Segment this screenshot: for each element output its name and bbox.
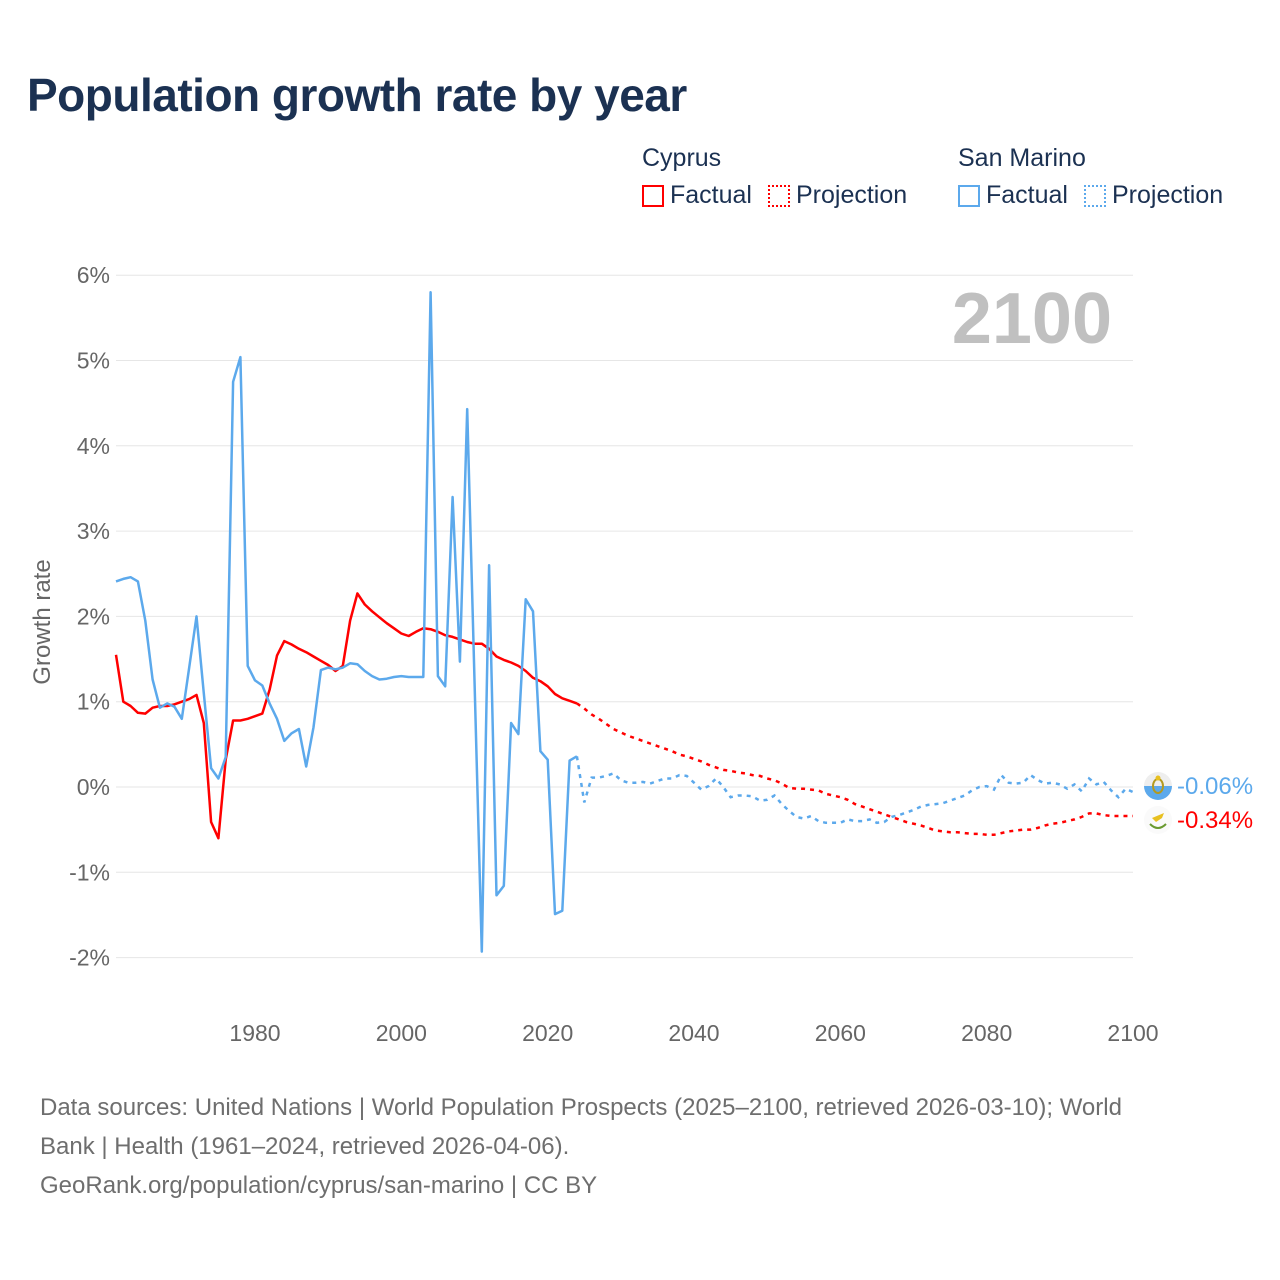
- x-tick-label: 2020: [522, 1020, 573, 1046]
- x-tick-label: 2040: [668, 1020, 719, 1046]
- y-tick-label: 5%: [77, 348, 110, 374]
- y-tick-label: -2%: [69, 945, 110, 971]
- y-tick-label: 6%: [77, 262, 110, 288]
- y-tick-label: 2%: [77, 603, 110, 629]
- legend-label: Projection: [795, 181, 908, 209]
- y-tick-label: 0%: [77, 774, 110, 800]
- solid-swatch-icon: [958, 184, 980, 207]
- y-tick-label: 1%: [77, 689, 110, 715]
- cyprus-factual-line: [114, 592, 578, 840]
- source-line: Data sources: United Nations | World Pop…: [40, 1094, 1122, 1121]
- x-tick-label: 2100: [1107, 1020, 1158, 1046]
- y-tick-label: 3%: [77, 518, 110, 544]
- y-tick-label: 4%: [77, 433, 110, 459]
- x-tick-label: 2000: [376, 1020, 427, 1046]
- legend-san-marino: San Marino Factual Projection: [958, 144, 1223, 210]
- legend-group-name: Cyprus: [642, 144, 722, 172]
- legend-cyprus-factual[interactable]: Factual: [642, 181, 752, 210]
- san-marino-end-value: -0.06%: [1177, 773, 1253, 800]
- x-tick-label: 1980: [229, 1020, 280, 1046]
- y-tick-label: -1%: [69, 859, 110, 885]
- san-marino-projection-line: [575, 756, 1134, 825]
- dotted-swatch-icon: [767, 184, 790, 207]
- cyprus-end-value: -0.34%: [1177, 807, 1253, 834]
- legend-label: Projection: [1111, 181, 1224, 209]
- cyprus-flag-icon: [1144, 806, 1172, 834]
- san-marino-factual-line: [115, 291, 578, 953]
- legend-label: Factual: [986, 181, 1068, 209]
- legend-cyprus: Cyprus Factual Projection: [642, 144, 907, 210]
- legend-san-marino-projection[interactable]: Projection: [1083, 181, 1224, 210]
- legend-label: Factual: [670, 181, 752, 209]
- source-link[interactable]: GeoRank.org/population/cyprus/san-marino…: [40, 1172, 598, 1199]
- chart-title: Population growth rate by year: [27, 69, 687, 121]
- x-tick-label: 2060: [815, 1020, 866, 1046]
- san-marino-flag-icon: [1144, 772, 1172, 800]
- dotted-swatch-icon: [1083, 184, 1106, 207]
- legend-cyprus-projection[interactable]: Projection: [767, 181, 908, 210]
- solid-swatch-icon: [642, 184, 664, 207]
- legend-group-name: San Marino: [958, 144, 1086, 172]
- x-tick-label: 2080: [961, 1020, 1012, 1046]
- year-watermark: 2100: [952, 279, 1112, 359]
- source-line: Bank | Health (1961–2024, retrieved 2026…: [40, 1133, 570, 1160]
- y-axis-label: Growth rate: [29, 559, 56, 684]
- legend-san-marino-factual[interactable]: Factual: [958, 181, 1068, 210]
- source-note: Data sources: United Nations | World Pop…: [40, 1088, 1240, 1205]
- cyprus-projection-line: [576, 702, 1133, 837]
